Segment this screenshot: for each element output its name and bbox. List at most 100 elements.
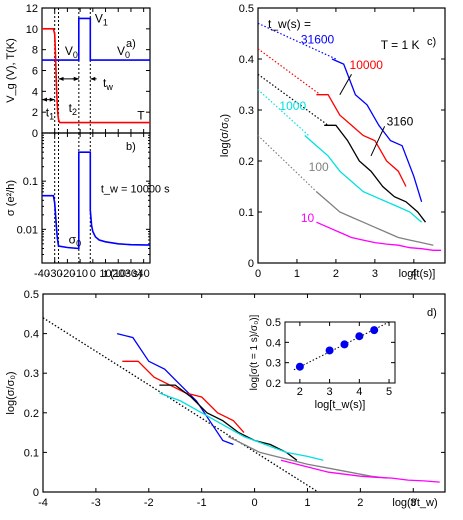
fit-line [257,22,337,60]
panel-a-ylabel: V_g (V), T(K) [5,38,17,103]
y-tick-label: 2 [32,107,38,119]
series-10000-line [316,94,407,187]
inset-point [325,346,334,355]
tw-label: tw [103,76,113,92]
y-tick-label: 10 [26,24,38,36]
temperature-annotation: T = 1 K [381,38,420,52]
panel-b-label: b) [126,141,136,153]
tw-annotation: t_w = 10000 s [101,184,170,196]
x-tick-label: -4 [38,497,48,509]
inset-point [295,362,304,371]
x-tick-label: 10 [99,268,111,280]
x-tick-label: 1 [304,497,310,509]
x-tick-label: -3 [91,497,101,509]
x-tick-label: -20 [59,268,75,280]
x-tick-label: 2 [333,268,339,280]
y-tick-label: 0.4 [266,337,281,349]
sigma0-label: σ0 [69,232,81,248]
label-main: t [103,76,107,90]
y-tick-label: 0.01 [17,224,38,236]
x-tick-label: 3 [327,386,333,398]
y-tick-label: 6 [32,66,38,78]
scaled-series-3160-line [159,384,298,461]
x-tick-label: 0 [90,268,96,280]
y-tick-label: 0.5 [266,317,281,329]
panel-b-xlabel: t (10³ s) [104,268,142,280]
panel-b-frame [41,132,151,264]
v0-label: V0 [117,44,130,60]
y-tick-label: 0 [32,128,38,140]
y-tick-label: 0.3 [239,105,254,117]
series-label-3160: 3160 [387,114,414,128]
arrow-head [90,76,96,81]
label-main: V [117,44,125,58]
panel-d-frame [42,293,446,493]
panel-d-xlabel: log(t/t_w) [392,497,437,509]
series-label-1000: 1000 [279,99,306,113]
series-label-10: 10 [301,211,315,225]
y-tick-label: 0.4 [24,329,39,341]
panel-d-label: d) [427,307,437,319]
panel-c-xlabel: log[t(s)] [399,268,436,280]
label-sub: w [105,82,113,92]
label-main: V [65,44,73,58]
arrow-head [49,97,55,102]
inset-point [370,326,379,335]
series-label-31600: 31600 [301,33,335,47]
x-tick-label: 0 [252,497,258,509]
legend-title: t_w(s) = [268,17,311,31]
scaled-series-10000-line [122,360,245,434]
label-sub: 0 [73,50,78,60]
fit-line [257,48,321,96]
scaled-series-10-line [280,459,440,483]
y-tick-label: 0 [248,258,254,270]
panel-a-label: a) [126,38,136,50]
fit-line [257,89,310,136]
panel-c-label: c) [427,36,436,48]
scaled-series-31600-line [116,332,234,446]
x-tick-label: 0 [255,268,261,280]
y-tick-label: 0.1 [24,447,39,459]
y-tick-label: 0.5 [239,3,254,15]
t2-label: t2 [69,101,77,117]
arrow-head [42,97,47,102]
x-tick-label: 30 [125,268,137,280]
v0-label: V0 [65,44,78,60]
inset-point [340,340,349,349]
fit-line [257,73,329,126]
scaled-series-1000-line [159,392,324,461]
label-main: t [69,101,73,115]
label-sub: 0 [76,238,81,248]
y-tick-label: 0.2 [24,408,39,420]
y-tick-label: 0.1 [23,176,38,188]
series-100-line [315,191,434,246]
y-tick-label: 0.2 [266,378,281,390]
x-tick-label: 2 [297,386,303,398]
x-tick-label: 2 [357,497,363,509]
panel-d-ylabel: log(σ/σ₀) [5,371,17,414]
x-tick-label: 3 [410,497,416,509]
arrow-head [73,76,79,81]
x-tick-label: 20 [112,268,124,280]
x-tick-label: 3 [372,268,378,280]
y-tick-label: 4 [32,86,38,98]
label-main: V [95,11,103,25]
v1-label: V1 [95,11,108,27]
t-label: T [137,109,145,123]
series-label-100: 100 [309,160,329,174]
y-tick-label: 0.2 [239,156,254,168]
inset-ylabel: log[σ(t = 1 s)/σ₀)] [249,314,260,390]
series-T-line [42,27,150,124]
t1-label: t1 [46,105,54,121]
leader-line [339,74,352,95]
label-main: σ [69,232,77,246]
x-tick-label: 40 [138,268,150,280]
scaled-series-100-line [227,436,387,479]
series-3160-line [324,124,427,223]
y-tick-label: 0.5 [24,289,39,301]
series-label-10000: 10000 [350,58,384,72]
series-10-line [316,221,442,251]
x-tick-label: 5 [386,386,392,398]
y-tick-label: 0.4 [239,54,254,66]
